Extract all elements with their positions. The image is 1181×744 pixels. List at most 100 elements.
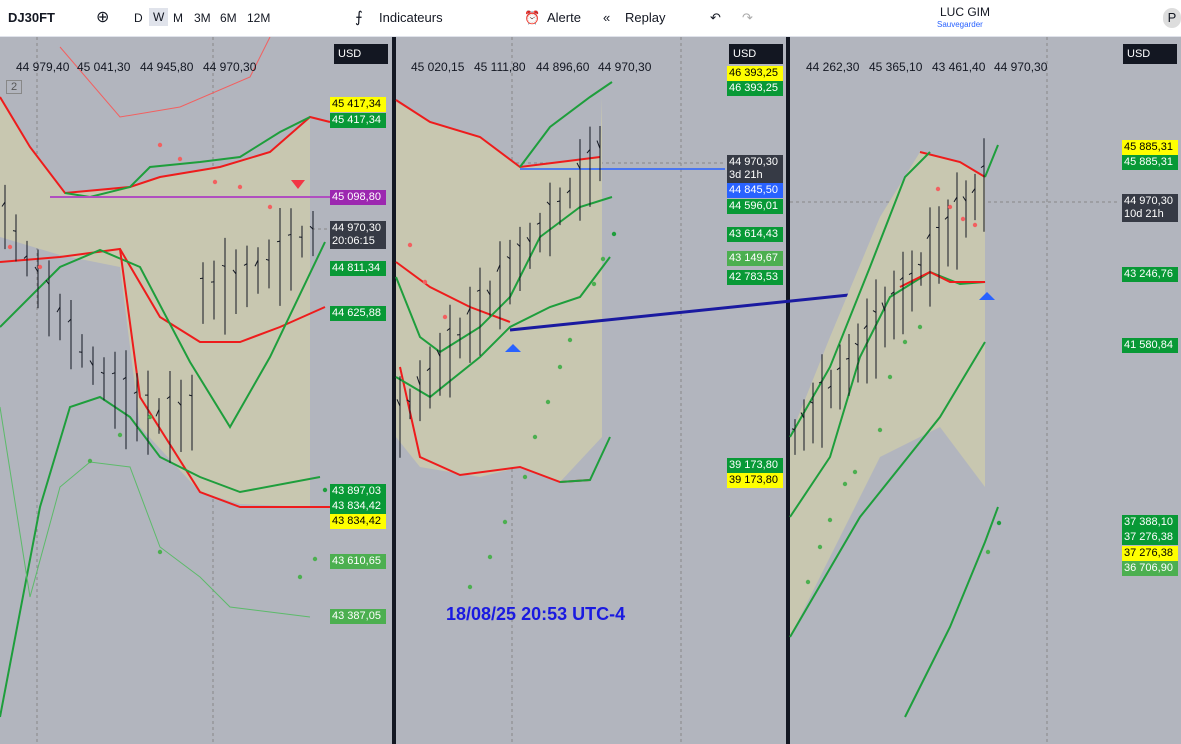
currency-select[interactable]: USD xyxy=(1123,44,1177,64)
replay[interactable]: Replay xyxy=(625,10,666,25)
ohlc-value: 44 945,80 xyxy=(140,60,194,74)
interval[interactable]: M xyxy=(173,11,183,25)
dot xyxy=(157,142,163,148)
bar-tick xyxy=(133,391,138,394)
price-text: 39 173,80 xyxy=(729,459,778,471)
price-text: 45 098,80 xyxy=(332,191,381,203)
dot xyxy=(611,231,617,237)
marker xyxy=(505,344,521,352)
price-text: 43 834,42 xyxy=(332,515,381,527)
save[interactable]: Sauvegarder xyxy=(937,20,983,29)
price-label: 46 393,25 xyxy=(727,66,783,81)
price-text: 44 811,34 xyxy=(332,262,381,274)
dot xyxy=(502,519,508,525)
ohlc-value: 43 461,40 xyxy=(932,60,986,74)
parabolic-dots xyxy=(7,142,1002,590)
bar-tick xyxy=(254,259,259,267)
currency-select[interactable]: USD xyxy=(729,44,783,64)
interval[interactable]: 12M xyxy=(247,11,271,25)
bar-tick xyxy=(863,324,868,330)
currency-select[interactable]: USD xyxy=(334,44,388,64)
ohlc-value: 44 979,40 xyxy=(16,60,70,74)
alert-icon[interactable]: ⏰ xyxy=(524,10,541,25)
dot xyxy=(532,434,538,440)
dot xyxy=(557,364,563,370)
bar-tick xyxy=(546,201,551,206)
price-label: 44 811,34 xyxy=(330,261,386,276)
dot xyxy=(545,399,551,405)
interval[interactable]: 3M xyxy=(194,11,211,25)
price-text: 43 834,42 xyxy=(332,500,381,512)
bar-tick xyxy=(406,399,411,403)
bar-tick xyxy=(276,240,281,243)
price-text: 45 417,34 xyxy=(332,98,381,110)
dot xyxy=(117,432,123,438)
dot xyxy=(817,544,823,550)
bar-tick xyxy=(12,230,17,232)
price-label: 43 834,42 xyxy=(330,514,386,529)
dot xyxy=(805,579,811,585)
dot xyxy=(996,520,1002,526)
bar-tick xyxy=(980,165,985,169)
ohlc-value: 44 896,60 xyxy=(536,60,590,74)
pane-badge[interactable]: 2 xyxy=(6,80,23,94)
price-label: 44 596,01 xyxy=(727,199,783,214)
price-text: 45 885,31 xyxy=(1124,156,1173,168)
ohlc-value: 45 041,30 xyxy=(77,60,131,74)
dot xyxy=(467,584,473,590)
indicators-icon[interactable]: ⨍ xyxy=(355,9,363,26)
price-label: 44 970,30 20:06:15 xyxy=(330,221,386,249)
price-label: 43 246,76 xyxy=(1122,267,1178,282)
marker xyxy=(291,180,305,189)
bar-tick xyxy=(836,367,841,371)
bar-tick xyxy=(446,327,451,331)
band-lower xyxy=(789,341,986,638)
dot xyxy=(917,324,923,330)
avatar[interactable]: P xyxy=(1163,8,1181,28)
price-text: 43 897,03 xyxy=(332,485,381,497)
add-symbol[interactable]: ⊕ xyxy=(96,9,110,26)
dot xyxy=(212,179,218,185)
bar-tick xyxy=(155,409,160,417)
price-text: 36 706,90 xyxy=(1124,562,1173,574)
dot xyxy=(591,281,597,287)
redo[interactable]: ↷ xyxy=(742,10,753,25)
price-text: 44 845,50 xyxy=(729,184,778,196)
price-text: 46 393,25 xyxy=(729,67,778,79)
price-text: 37 276,38 xyxy=(1124,531,1173,543)
bar-tick xyxy=(309,225,314,230)
bar-tick xyxy=(944,216,949,220)
marker xyxy=(979,292,995,300)
band-upper xyxy=(519,81,613,168)
interval[interactable]: W xyxy=(149,8,169,26)
bar-tick xyxy=(426,367,431,372)
bar-tick xyxy=(566,189,571,194)
band-lower xyxy=(559,436,611,483)
interval[interactable]: D xyxy=(134,11,143,25)
undo[interactable]: ↶ xyxy=(710,10,721,25)
interval[interactable]: 6M xyxy=(220,11,237,25)
bar-tick xyxy=(516,243,521,247)
bar-tick xyxy=(1,201,6,207)
band-upper xyxy=(395,99,601,169)
bar-tick xyxy=(89,360,94,366)
band-lower xyxy=(0,395,321,718)
bar-tick xyxy=(556,200,561,203)
alert[interactable]: Alerte xyxy=(547,10,581,25)
indicators[interactable]: Indicateurs xyxy=(379,10,443,25)
bar-tick xyxy=(221,264,226,267)
ohlc-value: 44 970,30 xyxy=(598,60,652,74)
basis-green xyxy=(395,196,613,354)
price-label: 43 834,42 xyxy=(330,499,386,514)
replay-icon[interactable]: « xyxy=(603,10,611,25)
dot xyxy=(842,481,848,487)
dot xyxy=(147,414,153,420)
price-text: 43 387,05 xyxy=(332,610,381,622)
bar-tick xyxy=(881,302,886,312)
band-upper xyxy=(0,96,331,195)
symbol[interactable]: DJ30FT xyxy=(8,10,55,25)
price-label: 41 580,84 xyxy=(1122,338,1178,353)
price-label: 45 417,34 xyxy=(330,113,386,128)
user[interactable]: LUC GIM xyxy=(940,5,991,19)
bar-tick xyxy=(809,401,814,404)
